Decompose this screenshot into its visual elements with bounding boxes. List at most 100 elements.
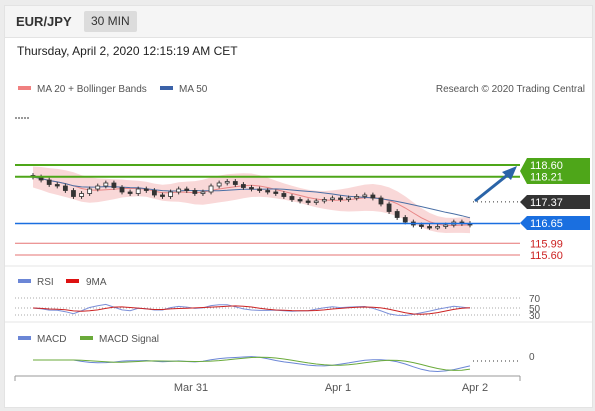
candle <box>330 195 335 202</box>
candle-body <box>419 224 424 227</box>
support-price-label: 116.65 <box>530 218 563 230</box>
rsi-legend-swatch <box>18 279 31 283</box>
candle-body <box>143 188 149 191</box>
candle-body <box>362 194 368 197</box>
candle-body <box>338 197 343 200</box>
candle-body <box>127 191 133 194</box>
candle-body <box>305 200 311 203</box>
candle <box>297 197 303 204</box>
candle <box>386 201 392 214</box>
resistance-price-label: 118.60 <box>530 160 563 172</box>
current-price-box <box>520 195 590 209</box>
candle-body <box>176 188 182 193</box>
candle <box>62 183 68 193</box>
macd-panel: 0 <box>33 352 535 373</box>
bollinger-band-area <box>33 166 470 234</box>
currency-pair: EUR/JPY <box>16 14 72 29</box>
candle-body <box>200 191 206 194</box>
macd-signal-legend-label: MACD Signal <box>99 334 159 345</box>
candle-body <box>216 182 222 187</box>
candle-body <box>402 217 408 223</box>
candle-body <box>297 199 303 202</box>
candle <box>127 189 133 196</box>
candle <box>176 186 182 195</box>
x-axis: Mar 31 Apr 1 Apr 2 <box>14 375 521 394</box>
candle <box>46 177 52 187</box>
candle-body <box>95 185 101 190</box>
candle <box>216 180 222 189</box>
candle-body <box>184 188 190 191</box>
candle <box>249 185 254 192</box>
candle <box>135 186 141 196</box>
candle <box>321 197 327 204</box>
forecast-arrow-shaft <box>474 171 511 203</box>
candle <box>362 192 368 199</box>
chart-widget: EUR/JPY 30 MIN Thursday, April 2, 2020 1… <box>4 5 593 408</box>
macd-signal-line <box>33 356 471 371</box>
candle <box>184 186 190 193</box>
candle-body <box>224 181 230 184</box>
rsi-ma-legend-swatch <box>66 279 79 283</box>
candle <box>87 186 93 196</box>
candle <box>71 188 76 199</box>
support-price-label: 115.99 <box>530 238 563 250</box>
candle <box>313 198 319 205</box>
candle-body <box>208 185 214 193</box>
ma50-legend-swatch <box>160 86 173 90</box>
candle-body <box>87 188 93 194</box>
rsi-level-label: 70 <box>529 294 541 305</box>
candle-body <box>354 196 360 199</box>
candle-body <box>249 187 254 190</box>
candle-body <box>313 200 319 203</box>
rsi-level-label: 50 <box>529 304 541 315</box>
research-credit: Research © 2020 Trading Central <box>436 84 585 95</box>
candle <box>232 179 238 187</box>
candle-body <box>257 188 262 191</box>
candle <box>289 194 295 202</box>
forecast-arrow-head <box>502 166 517 180</box>
candle-body <box>71 190 76 197</box>
macd-signal-legend-swatch <box>80 336 93 340</box>
candle-body <box>46 179 52 185</box>
candle-body <box>111 182 117 188</box>
candle-body <box>370 194 376 199</box>
candle-body <box>394 211 400 218</box>
candle <box>224 179 230 186</box>
candle <box>79 191 84 199</box>
candle <box>370 192 376 201</box>
candle-body <box>160 194 165 197</box>
rsi-ma-legend-label: 9MA <box>86 277 107 288</box>
candle-body <box>289 196 295 200</box>
candle <box>281 191 287 199</box>
candle-body <box>62 185 68 191</box>
macd-legend-swatch <box>18 336 31 340</box>
support-price-box <box>520 216 590 230</box>
candle <box>103 180 109 189</box>
candle-body <box>103 182 109 187</box>
candle <box>354 194 360 201</box>
candle <box>273 189 279 196</box>
candle <box>305 198 311 205</box>
candle-body <box>54 184 60 187</box>
candle <box>338 195 343 202</box>
ma50-legend-label: MA 50 <box>179 84 208 95</box>
ma20-legend-swatch <box>18 86 31 90</box>
rsi-level-label: 30 <box>529 311 541 322</box>
support-price-label: 115.60 <box>530 250 563 262</box>
candle <box>119 185 125 195</box>
timeframe-button[interactable]: 30 MIN <box>84 11 137 32</box>
candle <box>160 192 165 199</box>
candle-body <box>321 199 327 202</box>
candle-body <box>79 193 84 197</box>
candle-body <box>273 191 279 194</box>
candle <box>54 182 60 189</box>
candle <box>192 188 198 196</box>
candle-body <box>151 190 157 196</box>
candle <box>143 186 149 193</box>
widget-header: EUR/JPY 30 MIN <box>5 6 592 38</box>
candle <box>257 186 262 193</box>
candle <box>435 224 441 230</box>
macd-zero-label: 0 <box>529 352 535 363</box>
